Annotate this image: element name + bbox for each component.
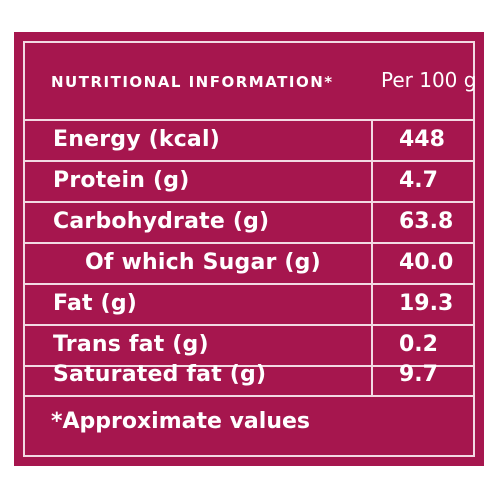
nutrient-label: Saturated fat (g) (53, 362, 267, 387)
nutrient-label: Trans fat (g) (53, 332, 209, 357)
nutrient-value: 63.8 (399, 209, 454, 234)
nutrient-label: Fat (g) (53, 291, 138, 316)
table-header-row: NUTRITIONAL INFORMATION* Per 100 g (25, 43, 477, 121)
table-row-sugar: Of which Sugar (g) 40.0 (25, 244, 473, 285)
nutrient-label: Energy (kcal) (53, 127, 220, 152)
table-row-carbohydrate: Carbohydrate (g) 63.8 (25, 203, 473, 244)
table-title: NUTRITIONAL INFORMATION* (51, 73, 334, 91)
serving-unit-label: Per 100 g (381, 68, 477, 92)
nutrient-value: 4.7 (399, 168, 438, 193)
footnote: *Approximate values (51, 409, 310, 434)
table-row-saturated-fat: Saturated fat (g) 9.7 (25, 362, 473, 397)
table-footer: *Approximate values (25, 395, 473, 455)
nutrient-value: 0.2 (399, 332, 438, 357)
nutrient-value: 448 (399, 127, 445, 152)
nutrition-table: NUTRITIONAL INFORMATION* Per 100 g Energ… (23, 41, 477, 457)
table-row-trans-fat: Trans fat (g) 0.2 (25, 326, 473, 367)
nutrition-panel: NUTRITIONAL INFORMATION* Per 100 g Energ… (14, 32, 484, 466)
nutrient-label: Of which Sugar (g) (85, 250, 321, 275)
table-row-energy: Energy (kcal) 448 (25, 121, 473, 162)
nutrient-value: 40.0 (399, 250, 454, 275)
table-row-fat: Fat (g) 19.3 (25, 285, 473, 326)
nutrient-label: Carbohydrate (g) (53, 209, 270, 234)
nutrient-value: 9.7 (399, 362, 438, 387)
nutrient-label: Protein (g) (53, 168, 190, 193)
column-divider (371, 121, 373, 395)
nutrient-value: 19.3 (399, 291, 454, 316)
table-row-protein: Protein (g) 4.7 (25, 162, 473, 203)
